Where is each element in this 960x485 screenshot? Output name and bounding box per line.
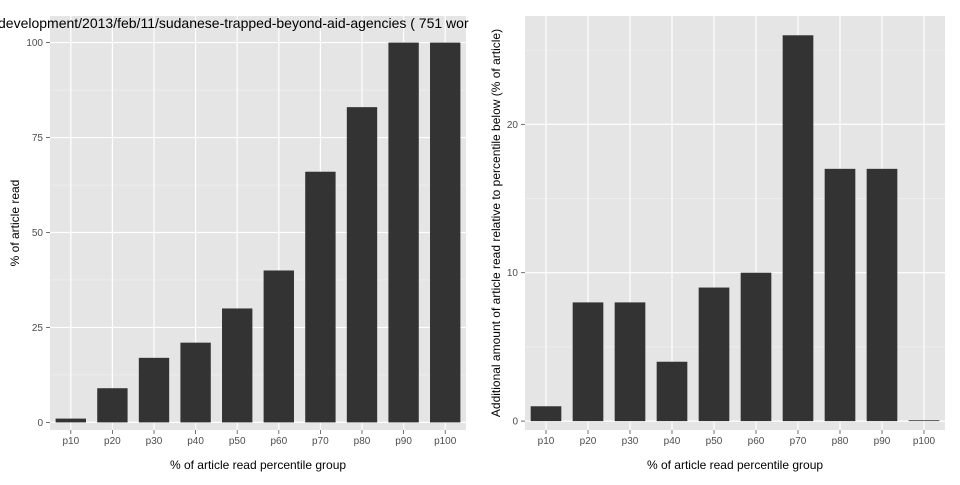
bar-p90 xyxy=(388,42,419,423)
y-axis-title: Additional amount of article read relati… xyxy=(489,29,503,417)
x-tick-label: p90 xyxy=(395,436,412,447)
bar-p60 xyxy=(263,270,294,423)
x-tick-label: p40 xyxy=(187,436,204,447)
y-tick-label: 10 xyxy=(507,268,519,279)
x-tick-label: p70 xyxy=(790,436,807,447)
bar-p10 xyxy=(55,418,86,423)
x-tick-label: p100 xyxy=(913,436,936,447)
bar-p10 xyxy=(530,406,562,422)
bar-p60 xyxy=(740,272,772,422)
left-chart-panel: 0 25 50 75 100 p10 p20 p30 p40 p50 p60 p70 p80 p90 p10… xyxy=(0,15,469,472)
x-tick-label: p50 xyxy=(706,436,723,447)
bar-p80 xyxy=(346,107,378,423)
bar-p50 xyxy=(698,287,730,422)
bar-p80 xyxy=(824,168,856,422)
x-tick-label: p70 xyxy=(312,436,329,447)
x-tick-label: p10 xyxy=(538,436,555,447)
bar-p30 xyxy=(138,357,170,423)
bar-p20 xyxy=(572,302,604,422)
x-axis-title: % of article read percentile group xyxy=(647,458,823,472)
x-tick-label: p30 xyxy=(146,436,163,447)
x-tick-label: p20 xyxy=(580,436,597,447)
bar-p40 xyxy=(656,361,688,422)
y-tick-label: 0 xyxy=(512,417,518,428)
bar-p40 xyxy=(180,342,211,423)
bar-p50 xyxy=(222,308,253,423)
bar-p100 xyxy=(908,420,940,422)
bar-p90 xyxy=(866,168,898,422)
y-tick-label: 75 xyxy=(32,133,44,144)
x-tick-label: p50 xyxy=(229,436,246,447)
x-tick-label: p100 xyxy=(434,436,457,447)
y-tick-label: 25 xyxy=(32,323,44,334)
y-tick-label: 100 xyxy=(26,38,43,49)
bar-p70 xyxy=(782,35,814,422)
bar-p100 xyxy=(430,42,461,423)
bar-p70 xyxy=(305,171,336,423)
bar-p30 xyxy=(614,302,646,422)
x-tick-label: p60 xyxy=(748,436,765,447)
x-tick-label: p80 xyxy=(832,436,849,447)
y-tick-label: 20 xyxy=(507,120,519,131)
right-chart-panel: 0 10 20 p10 p20 p30 p40 p50 p60 p70 p80 p90 p100 % of… xyxy=(489,16,945,472)
x-tick-label: p80 xyxy=(354,436,371,447)
x-axis-title: % of article read percentile group xyxy=(170,458,346,472)
x-tick-label: p30 xyxy=(622,436,639,447)
chart-title: development/2013/feb/11/sudanese-trapped… xyxy=(0,15,469,31)
y-tick-label: 0 xyxy=(37,418,43,429)
bar-p20 xyxy=(97,388,128,423)
y-tick-label: 50 xyxy=(32,228,44,239)
x-tick-label: p60 xyxy=(270,436,287,447)
x-tick-label: p90 xyxy=(874,436,891,447)
x-tick-label: p20 xyxy=(104,436,121,447)
x-tick-label: p10 xyxy=(62,436,79,447)
y-axis-title: % of article read xyxy=(8,180,22,267)
x-tick-label: p40 xyxy=(664,436,681,447)
